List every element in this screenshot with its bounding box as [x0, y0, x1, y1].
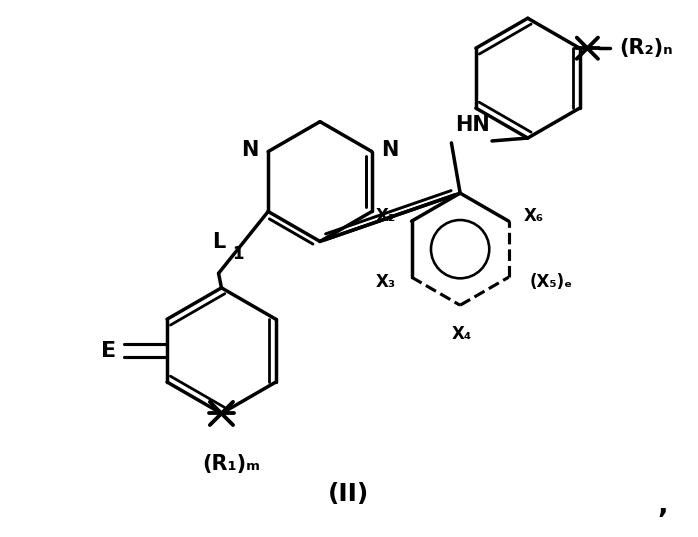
Text: E: E [101, 340, 116, 361]
Text: (R₁)ₘ: (R₁)ₘ [202, 454, 260, 474]
Text: 1: 1 [232, 245, 244, 263]
Text: (X₅)ₑ: (X₅)ₑ [530, 273, 573, 291]
Text: ,: , [658, 491, 669, 519]
Text: (R₂)ₙ: (R₂)ₙ [619, 38, 673, 58]
Text: L: L [213, 233, 226, 252]
Text: HN: HN [455, 115, 490, 135]
Text: N: N [382, 140, 399, 159]
Text: X₃: X₃ [376, 273, 396, 291]
Text: N: N [241, 140, 258, 159]
Text: X₄: X₄ [452, 324, 472, 343]
Text: X₆: X₆ [524, 207, 544, 226]
Text: (II): (II) [328, 482, 370, 506]
Text: X₂: X₂ [376, 207, 396, 226]
